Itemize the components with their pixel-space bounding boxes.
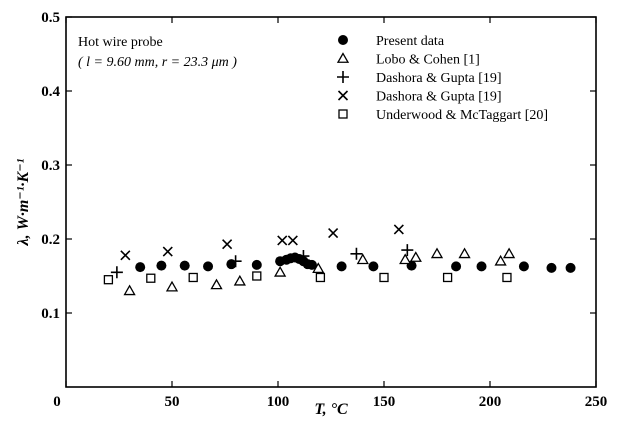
y-tick-label: 0.4 [41, 84, 60, 100]
legend-marker-1 [336, 52, 350, 63]
series-2-point [350, 247, 363, 260]
legend: Present data Lobo & Cohen [1] Dashora & Gu… [336, 34, 548, 123]
series-4-point [442, 272, 453, 283]
series-0-point [518, 261, 529, 272]
series-3-point [393, 224, 404, 235]
series-4-point [315, 272, 326, 283]
series-1-point [502, 247, 516, 259]
y-tick-label: 0.1 [41, 306, 60, 322]
series-4-point [188, 272, 198, 283]
x-tick-label: 200 [479, 394, 502, 410]
x-axis-label: T, °C [314, 401, 348, 418]
series-0-point [251, 259, 262, 270]
series-3-point [277, 235, 288, 246]
series-0-point [368, 261, 379, 272]
series-3-point [120, 250, 131, 261]
series-3-point [162, 246, 173, 257]
series-1-point [165, 280, 179, 292]
series-2-point [229, 255, 242, 268]
series-2-point [401, 244, 414, 257]
series-4-point [252, 271, 262, 281]
series-1-point [430, 247, 444, 259]
series-4-point [103, 275, 114, 285]
series-1-point [356, 253, 369, 265]
annotation-line-2: ( l = 9.60 mm, r = 23.3 μm ) [78, 55, 237, 70]
series-4-point [146, 273, 156, 283]
series-0-point [306, 259, 317, 270]
series-1-point [409, 251, 422, 262]
series-3-point [328, 228, 339, 239]
series-0-point [565, 262, 576, 273]
series-1-point [494, 254, 507, 266]
x-tick-label: 100 [267, 394, 290, 410]
data-markers [103, 224, 576, 296]
y-tick-label: 0.3 [41, 158, 60, 174]
legend-marker-0 [338, 35, 348, 45]
series-0-point [203, 261, 214, 272]
series-4-point [379, 272, 389, 283]
legend-marker-3 [337, 90, 349, 101]
legend-marker-4 [338, 109, 348, 119]
x-tick-label: 250 [585, 394, 608, 410]
series-3-point [287, 235, 298, 246]
series-1-point [273, 265, 287, 277]
series-1-point [210, 278, 223, 290]
series-0-point [179, 260, 190, 271]
legend-label-3: Dashora & Gupta [19] [376, 90, 502, 105]
y-tick-label: 0.5 [41, 10, 60, 26]
legend-label-0: Present data [376, 34, 445, 49]
series-1-point [399, 253, 412, 265]
legend-label-4: Underwood & McTaggart [20] [376, 108, 548, 123]
series-0-point [135, 262, 146, 273]
y-tick-label: 0.2 [41, 232, 60, 248]
series-2-point [297, 250, 310, 263]
series-0-point [336, 261, 347, 272]
series-1-point [233, 274, 246, 286]
annotation-line-1: Hot wire probe [78, 35, 163, 50]
series-1-point [123, 284, 136, 296]
series-3-point [222, 239, 233, 250]
x-tick-label: 150 [373, 394, 396, 410]
plot-frame [65, 16, 597, 388]
series-2-point [110, 266, 123, 279]
series-1-point [458, 247, 471, 259]
legend-marker-2 [337, 71, 349, 83]
series-0-point [451, 261, 462, 272]
series-0-point [156, 260, 167, 271]
legend-label-1: Lobo & Cohen [1] [376, 53, 480, 68]
x-tick-label: 50 [165, 394, 180, 410]
x-tick-label: 0 [53, 394, 61, 410]
axis-ticks: 0 50 100 150 200 250 0.1 0.2 0.3 0.4 0.5 [41, 10, 607, 410]
series-4-point [502, 272, 512, 283]
y-axis-label: λ, W·m⁻¹·K⁻¹ [15, 158, 32, 246]
series-0-point [476, 261, 487, 272]
legend-label-2: Dashora & Gupta [19] [376, 71, 502, 86]
series-0-point [546, 262, 557, 273]
series-1-point [312, 262, 325, 274]
